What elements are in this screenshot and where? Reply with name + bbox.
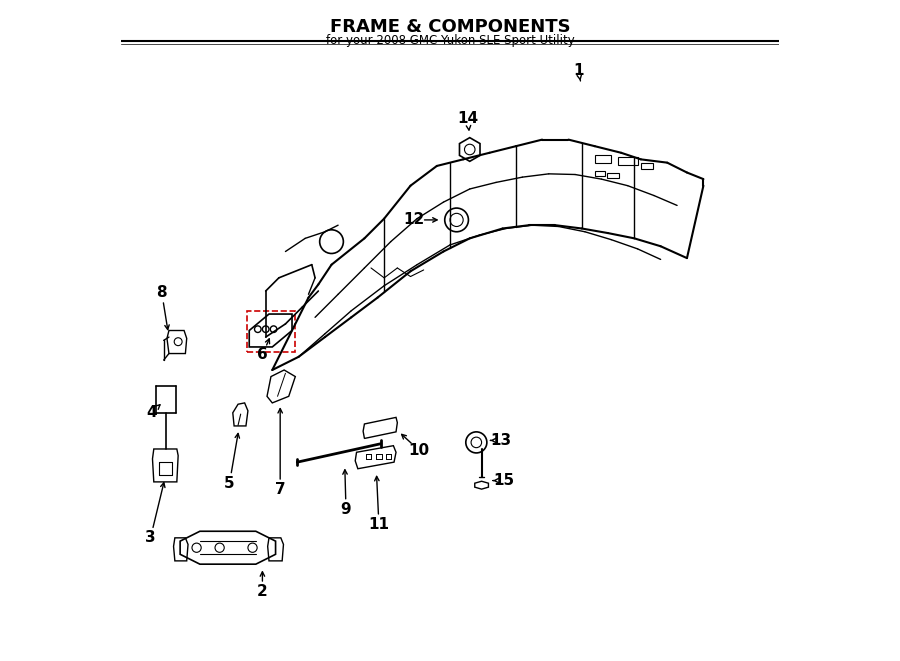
Bar	[595, 155, 611, 163]
Text: 2: 2	[257, 584, 268, 600]
Text: 9: 9	[341, 502, 351, 517]
Text: 8: 8	[157, 285, 167, 300]
Text: 6: 6	[257, 347, 268, 362]
Bar	[641, 163, 652, 169]
Text: for your 2008 GMC Yukon SLE Sport Utility: for your 2008 GMC Yukon SLE Sport Utilit…	[326, 34, 574, 48]
Text: 7: 7	[274, 483, 285, 497]
Bar	[617, 157, 637, 165]
Text: 1: 1	[573, 63, 583, 78]
Text: 10: 10	[409, 443, 429, 458]
Text: 15: 15	[493, 473, 515, 488]
Text: FRAME & COMPONENTS: FRAME & COMPONENTS	[329, 18, 571, 36]
Bar	[607, 173, 618, 178]
Text: 11: 11	[368, 517, 390, 532]
Bar	[595, 171, 605, 176]
Text: 12: 12	[403, 212, 425, 227]
Text: 5: 5	[224, 476, 235, 490]
Text: 3: 3	[145, 530, 156, 545]
Text: 14: 14	[457, 111, 478, 126]
Bar	[247, 311, 295, 352]
Text: 4: 4	[146, 405, 157, 420]
Text: 13: 13	[491, 433, 512, 448]
